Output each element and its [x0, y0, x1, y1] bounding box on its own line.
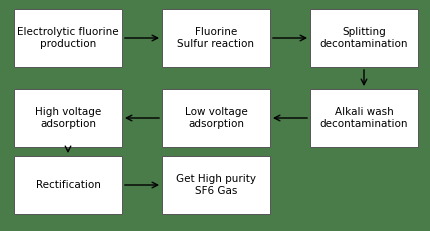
- Text: High voltage
adsorption: High voltage adsorption: [35, 107, 101, 129]
- Bar: [162, 9, 269, 67]
- Text: Splitting
decontamination: Splitting decontamination: [319, 27, 407, 49]
- Text: Rectification: Rectification: [36, 180, 100, 190]
- Text: Electrolytic fluorine
production: Electrolytic fluorine production: [17, 27, 119, 49]
- Text: Fluorine
Sulfur reaction: Fluorine Sulfur reaction: [177, 27, 254, 49]
- Bar: [162, 156, 269, 214]
- Text: Get High purity
SF6 Gas: Get High purity SF6 Gas: [175, 174, 255, 196]
- Bar: [14, 156, 122, 214]
- Text: Alkali wash
decontamination: Alkali wash decontamination: [319, 107, 407, 129]
- Text: Low voltage
adsorption: Low voltage adsorption: [184, 107, 247, 129]
- Bar: [162, 89, 269, 147]
- Bar: [309, 89, 417, 147]
- Bar: [14, 89, 122, 147]
- Bar: [14, 9, 122, 67]
- Bar: [309, 9, 417, 67]
